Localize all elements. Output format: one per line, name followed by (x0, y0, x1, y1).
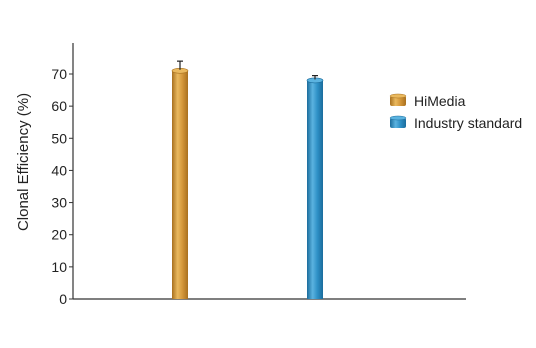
legend-swatch-cap (389, 93, 407, 99)
legend-item: Industry standard (389, 115, 522, 131)
legend-item: HiMedia (389, 93, 466, 109)
axes: 0 10 20 30 40 50 60 70 (51, 43, 466, 307)
y-tick-label: 40 (51, 162, 67, 178)
bar-industry-standard (307, 80, 323, 299)
bar-himedia (172, 70, 188, 300)
legend-label: Industry standard (414, 115, 522, 131)
y-tick-label: 50 (51, 130, 67, 146)
legend-swatch-cap (389, 115, 407, 121)
y-tick-label: 10 (51, 259, 67, 275)
y-tick-label: 70 (51, 66, 67, 82)
legend: HiMedia Industry standard (389, 93, 522, 131)
bars (171, 60, 324, 300)
y-axis-title: Clonal Efficiency (%) (15, 93, 32, 231)
y-tick-label: 30 (51, 195, 67, 211)
y-tick-label: 20 (51, 227, 67, 243)
y-tick-label: 0 (59, 291, 67, 307)
legend-label: HiMedia (414, 93, 466, 109)
y-tick-label: 60 (51, 98, 67, 114)
legend-swatch (390, 118, 406, 128)
legend-swatch (390, 96, 406, 106)
